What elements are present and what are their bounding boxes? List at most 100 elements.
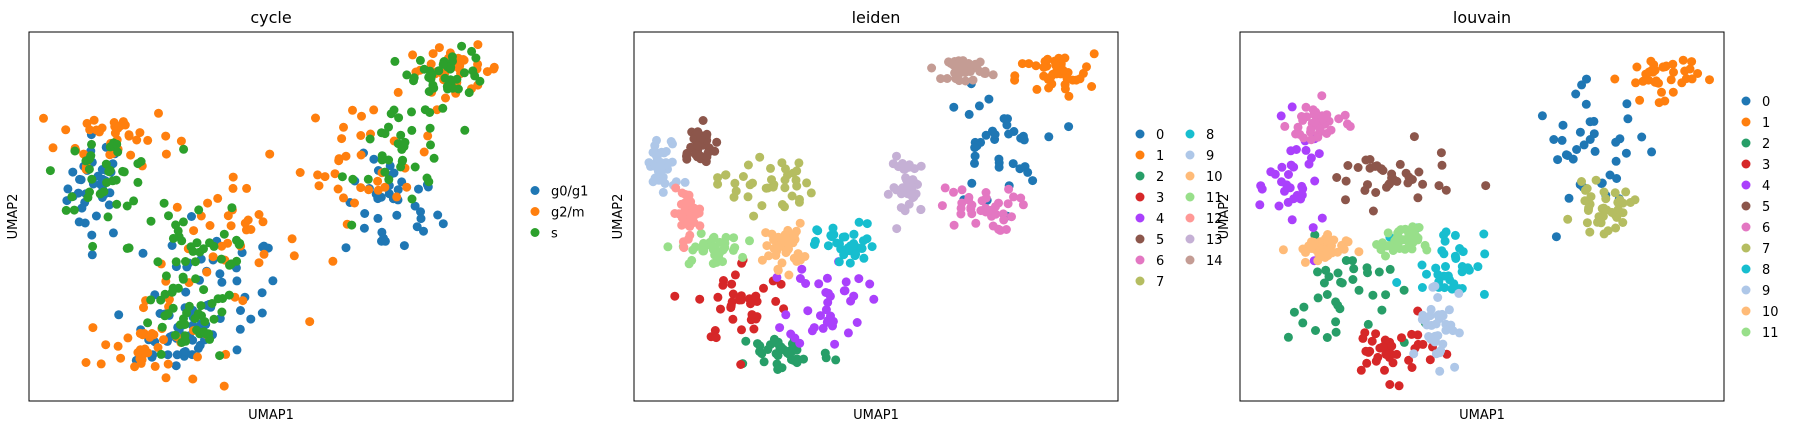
legend-label-5: 5 bbox=[1156, 233, 1164, 248]
point-8 bbox=[1417, 260, 1427, 270]
point-g0/g1 bbox=[380, 236, 390, 246]
point-2 bbox=[1336, 277, 1346, 287]
point-8 bbox=[1431, 263, 1441, 273]
point-0 bbox=[1563, 151, 1573, 160]
point-0 bbox=[1637, 132, 1647, 142]
point-0 bbox=[967, 178, 977, 188]
point-3 bbox=[727, 279, 737, 289]
point-g0/g1 bbox=[232, 345, 242, 355]
legend-label-4: 4 bbox=[1762, 179, 1770, 194]
point-6 bbox=[1340, 110, 1350, 120]
point-4 bbox=[801, 279, 811, 288]
point-g0/g1 bbox=[416, 207, 425, 217]
point-0 bbox=[1611, 137, 1621, 147]
point-g2/m bbox=[337, 134, 347, 144]
point-5 bbox=[1418, 179, 1428, 189]
point-g2/m bbox=[334, 156, 344, 166]
point-2 bbox=[773, 351, 783, 360]
point-g2/m bbox=[434, 43, 444, 53]
point-5 bbox=[693, 127, 703, 137]
point-g2/m bbox=[208, 252, 218, 262]
point-3 bbox=[1362, 358, 1372, 368]
point-g0/g1 bbox=[419, 226, 428, 236]
point-g2/m bbox=[228, 183, 238, 193]
point-s bbox=[143, 318, 153, 328]
legend-marker-11 bbox=[1185, 192, 1195, 202]
point-3 bbox=[730, 270, 740, 280]
point-10 bbox=[1278, 245, 1288, 255]
axes-frame bbox=[1239, 31, 1725, 402]
point-g2/m bbox=[254, 210, 264, 219]
point-2 bbox=[1331, 327, 1341, 337]
point-11 bbox=[715, 237, 725, 247]
point-7 bbox=[1591, 175, 1601, 185]
point-8 bbox=[1458, 247, 1468, 257]
point-s bbox=[426, 140, 435, 150]
point-2 bbox=[1363, 268, 1372, 278]
point-11 bbox=[1394, 227, 1404, 237]
point-6 bbox=[949, 187, 958, 197]
point-g2/m bbox=[188, 374, 198, 384]
point-11 bbox=[696, 229, 706, 238]
point-9 bbox=[1433, 293, 1443, 302]
point-s bbox=[442, 81, 452, 91]
point-s bbox=[459, 68, 469, 78]
point-13 bbox=[908, 193, 918, 203]
point-g2/m bbox=[124, 131, 134, 141]
point-g2/m bbox=[91, 125, 101, 135]
point-8 bbox=[1392, 278, 1402, 287]
point-11 bbox=[698, 246, 708, 256]
point-8 bbox=[859, 253, 869, 263]
point-0 bbox=[1575, 127, 1585, 137]
point-s bbox=[111, 175, 121, 185]
point-11 bbox=[1384, 241, 1394, 250]
point-0 bbox=[1553, 155, 1563, 165]
x-axis-label: UMAP1 bbox=[853, 408, 899, 423]
point-g0/g1 bbox=[235, 324, 245, 334]
point-g2/m bbox=[473, 40, 483, 50]
point-6 bbox=[1007, 212, 1016, 222]
point-7 bbox=[743, 160, 753, 170]
point-s bbox=[207, 299, 217, 308]
point-s bbox=[67, 192, 77, 202]
point-7 bbox=[794, 158, 804, 168]
point-g0/g1 bbox=[68, 167, 78, 177]
y-axis-label: UMAP2 bbox=[1217, 194, 1232, 240]
legend-marker-4 bbox=[1135, 213, 1145, 223]
point-g0/g1 bbox=[87, 250, 97, 260]
point-s bbox=[178, 217, 188, 227]
point-3 bbox=[727, 297, 737, 307]
x-axis-label: UMAP1 bbox=[248, 408, 294, 423]
point-11 bbox=[1414, 223, 1424, 232]
point-g0/g1 bbox=[393, 185, 403, 195]
point-0 bbox=[1019, 135, 1029, 145]
point-s bbox=[232, 235, 241, 245]
point-s bbox=[219, 229, 229, 239]
point-3 bbox=[711, 333, 721, 343]
point-6 bbox=[999, 215, 1009, 225]
point-4 bbox=[1289, 162, 1299, 172]
legend-marker-g2/m bbox=[530, 207, 540, 216]
point-s bbox=[122, 243, 132, 253]
point-0 bbox=[1647, 147, 1657, 157]
point-s bbox=[415, 55, 425, 65]
point-2 bbox=[1313, 267, 1322, 277]
point-11 bbox=[684, 259, 694, 269]
point-10 bbox=[1300, 257, 1310, 267]
point-7 bbox=[713, 173, 723, 183]
point-g2/m bbox=[423, 131, 433, 141]
point-g0/g1 bbox=[195, 340, 205, 350]
point-g2/m bbox=[219, 381, 229, 391]
point-14 bbox=[970, 59, 980, 69]
point-4 bbox=[807, 326, 817, 336]
point-4 bbox=[823, 298, 833, 307]
point-g2/m bbox=[89, 115, 99, 125]
legend-marker-5 bbox=[1741, 201, 1751, 211]
point-0 bbox=[981, 130, 991, 140]
point-5 bbox=[686, 142, 696, 152]
point-6 bbox=[1016, 193, 1026, 203]
legend-label-6: 6 bbox=[1156, 254, 1164, 269]
point-s bbox=[129, 196, 139, 206]
point-4 bbox=[840, 286, 850, 296]
point-s bbox=[157, 322, 167, 332]
